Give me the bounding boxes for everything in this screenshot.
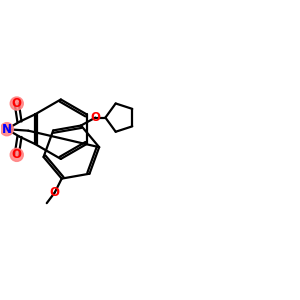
Circle shape [10, 148, 23, 161]
Circle shape [0, 123, 14, 136]
Text: O: O [90, 111, 100, 124]
Text: N: N [2, 123, 12, 136]
Text: O: O [12, 97, 22, 110]
Circle shape [10, 97, 23, 110]
Text: O: O [50, 186, 60, 199]
Text: O: O [12, 148, 22, 161]
